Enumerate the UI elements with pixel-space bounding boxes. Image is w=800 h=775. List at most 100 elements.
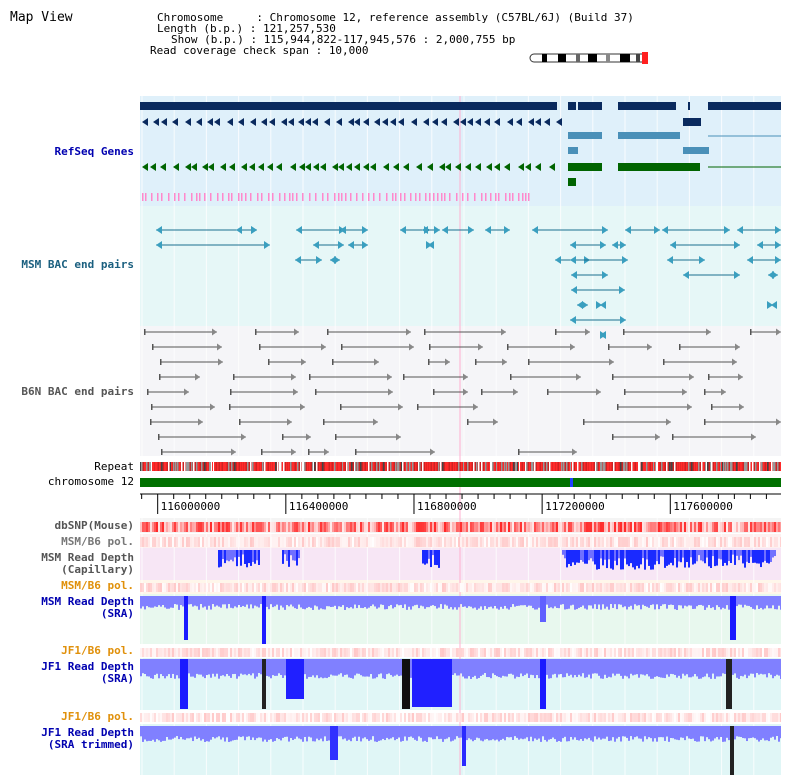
bac-end-pair[interactable] — [198, 418, 203, 426]
bac-end-pair[interactable] — [261, 449, 263, 455]
repeat-element[interactable] — [334, 462, 336, 471]
repeat-element[interactable] — [513, 462, 515, 471]
gene-feature[interactable] — [207, 118, 213, 126]
repeat-element[interactable] — [631, 462, 633, 471]
repeat-element[interactable] — [455, 462, 457, 471]
repeat-element[interactable] — [537, 462, 539, 471]
chromosome-ideogram[interactable] — [528, 52, 652, 64]
repeat-element[interactable] — [193, 462, 195, 471]
repeat-element[interactable] — [721, 462, 723, 471]
repeat-element[interactable] — [282, 462, 284, 471]
repeat-element[interactable] — [766, 462, 768, 471]
bac-end-pair[interactable] — [315, 389, 317, 395]
repeat-element[interactable] — [260, 462, 262, 471]
gene-feature[interactable] — [433, 193, 435, 201]
gene-feature[interactable] — [269, 118, 275, 126]
gene-feature[interactable] — [437, 193, 439, 201]
repeat-element[interactable] — [520, 462, 522, 471]
gene-feature[interactable] — [467, 118, 473, 126]
bac-end-pair[interactable] — [426, 241, 432, 249]
repeat-element[interactable] — [360, 462, 362, 471]
repeat-element[interactable] — [333, 462, 335, 471]
repeat-element[interactable] — [666, 462, 668, 471]
gene-feature[interactable] — [429, 193, 431, 201]
bac-end-pair[interactable] — [335, 434, 337, 440]
repeat-element[interactable] — [461, 462, 463, 471]
repeat-element[interactable] — [517, 462, 519, 471]
repeat-element[interactable] — [419, 462, 421, 471]
repeat-element[interactable] — [663, 462, 665, 471]
repeat-element[interactable] — [231, 462, 233, 471]
bac-end-pair[interactable] — [308, 449, 310, 455]
gene-feature[interactable] — [568, 163, 602, 171]
repeat-element[interactable] — [313, 462, 315, 471]
repeat-element[interactable] — [314, 462, 316, 471]
repeat-element[interactable] — [175, 462, 177, 471]
bac-end-pair[interactable] — [623, 329, 625, 335]
repeat-element[interactable] — [730, 462, 732, 471]
repeat-element[interactable] — [224, 462, 226, 471]
repeat-element[interactable] — [277, 462, 279, 471]
bac-end-pair[interactable] — [268, 359, 270, 365]
gene-feature[interactable] — [688, 102, 690, 110]
bac-end-pair[interactable] — [340, 404, 342, 410]
repeat-element[interactable] — [177, 462, 179, 471]
bac-end-pair[interactable] — [467, 419, 469, 425]
gene-feature[interactable] — [382, 118, 388, 126]
gene-feature[interactable] — [346, 163, 352, 171]
bac-end-pair[interactable] — [625, 226, 631, 234]
gene-feature[interactable] — [332, 163, 338, 171]
repeat-element[interactable] — [164, 462, 166, 471]
bac-end-pair[interactable] — [732, 358, 737, 366]
gene-feature[interactable] — [261, 193, 263, 201]
repeat-element[interactable] — [319, 462, 321, 471]
gene-feature[interactable] — [507, 118, 513, 126]
repeat-element[interactable] — [292, 462, 294, 471]
repeat-element[interactable] — [269, 462, 271, 471]
repeat-element[interactable] — [478, 462, 480, 471]
repeat-element[interactable] — [492, 462, 494, 471]
gene-feature[interactable] — [320, 163, 326, 171]
repeat-element[interactable] — [355, 462, 357, 471]
gene-feature[interactable] — [231, 193, 233, 201]
repeat-element[interactable] — [266, 462, 268, 471]
gene-feature[interactable] — [279, 193, 281, 201]
gene-feature[interactable] — [153, 118, 159, 126]
repeat-element[interactable] — [351, 462, 353, 471]
gene-feature[interactable] — [145, 193, 147, 201]
repeat-element[interactable] — [198, 462, 200, 471]
repeat-element[interactable] — [181, 462, 183, 471]
gene-feature[interactable] — [481, 193, 483, 201]
repeat-element[interactable] — [658, 462, 660, 471]
gene-feature[interactable] — [241, 163, 247, 171]
repeat-element[interactable] — [745, 462, 747, 471]
bac-end-pair[interactable] — [721, 388, 726, 396]
repeat-element[interactable] — [173, 462, 175, 471]
bac-end-pair[interactable] — [334, 256, 340, 264]
gene-feature[interactable] — [238, 193, 240, 201]
bac-end-pair[interactable] — [233, 374, 235, 380]
bac-end-pair[interactable] — [159, 374, 161, 380]
gene-feature[interactable] — [475, 118, 481, 126]
repeat-element[interactable] — [487, 462, 489, 471]
msm-bac-track[interactable] — [156, 226, 781, 339]
gene-feature[interactable] — [427, 163, 433, 171]
gene-feature[interactable] — [505, 193, 507, 201]
bac-end-pair[interactable] — [776, 328, 781, 336]
gene-feature[interactable] — [403, 163, 409, 171]
repeat-element[interactable] — [648, 462, 650, 471]
bac-end-pair[interactable] — [600, 301, 606, 309]
repeat-element[interactable] — [722, 462, 724, 471]
repeat-element[interactable] — [307, 462, 309, 471]
repeat-element[interactable] — [641, 462, 643, 471]
repeat-element[interactable] — [636, 462, 638, 471]
repeat-element[interactable] — [603, 462, 605, 471]
gene-feature[interactable] — [281, 118, 287, 126]
gene-feature[interactable] — [284, 193, 286, 201]
repeat-element[interactable] — [589, 462, 591, 471]
bac-end-pair[interactable] — [775, 226, 781, 234]
repeat-element[interactable] — [661, 462, 663, 471]
repeat-element[interactable] — [258, 462, 260, 471]
repeat-element[interactable] — [494, 462, 496, 471]
bac-end-pair[interactable] — [295, 256, 301, 264]
